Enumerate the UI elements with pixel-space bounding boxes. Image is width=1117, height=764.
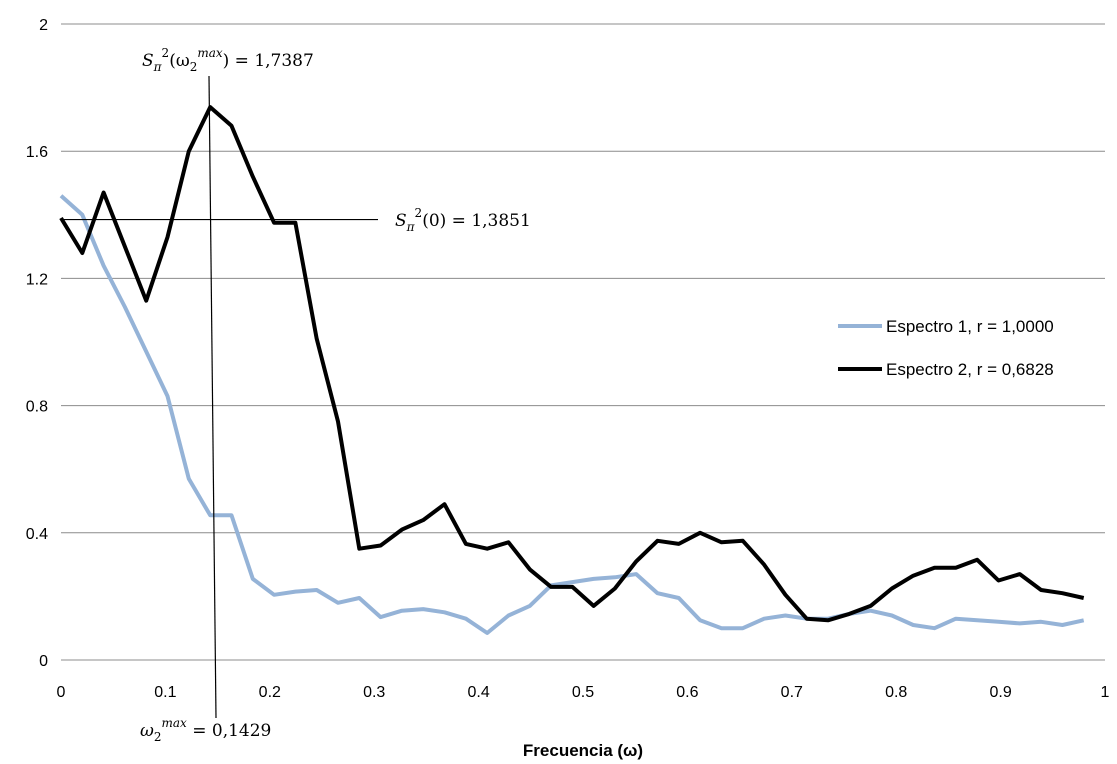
- annotation-zero-level: Sπ2(0) = 1,3851: [395, 206, 531, 234]
- y-tick-label: 2: [39, 17, 48, 34]
- legend-label-espectro-1: Espectro 1, r = 1,0000: [886, 317, 1054, 336]
- legend-label-espectro-2: Espectro 2, r = 0,6828: [886, 360, 1054, 379]
- x-tick-label: 0.8: [885, 684, 907, 701]
- x-tick-label: 0.6: [676, 684, 698, 701]
- reference-lines: [61, 75, 378, 719]
- annotation-peak-value: Sπ2(ω2max) = 1,7387: [142, 46, 314, 74]
- series-line-2: [59, 105, 1085, 623]
- reference-line-peak-frequency: [208, 75, 217, 719]
- x-tick-label: 0.4: [467, 684, 489, 701]
- x-tick-label: 0.5: [572, 684, 594, 701]
- y-tick-label: 0.8: [26, 399, 48, 416]
- x-tick-label: 0: [57, 684, 66, 701]
- x-tick-label: 0.9: [989, 684, 1011, 701]
- y-tick-labels: 0 0.4 0.8 1.2 1.6 2: [26, 17, 48, 670]
- series-layer: [59, 105, 1085, 635]
- y-tick-label: 0.4: [26, 526, 48, 543]
- gridlines: [61, 23, 1105, 534]
- legend: Espectro 1, r = 1,0000 Espectro 2, r = 0…: [838, 317, 1054, 379]
- x-tick-label: 0.3: [363, 684, 385, 701]
- x-tick-label: 0.2: [259, 684, 281, 701]
- y-tick-label: 1.2: [26, 271, 48, 288]
- x-tick-label: 1: [1101, 684, 1110, 701]
- annotation-peak-frequency: ω2max = 0,1429: [140, 716, 271, 744]
- x-tick-label: 0.7: [781, 684, 803, 701]
- series-line-1: [59, 194, 1085, 635]
- y-tick-label: 1.6: [26, 144, 48, 161]
- x-tick-labels: 0 0.1 0.2 0.3 0.4 0.5 0.6 0.7 0.8 0.9 1: [57, 684, 1110, 701]
- x-axis-title: Frecuencia (ω): [523, 741, 643, 760]
- x-tick-label: 0.1: [154, 684, 176, 701]
- y-tick-label: 0: [39, 653, 48, 670]
